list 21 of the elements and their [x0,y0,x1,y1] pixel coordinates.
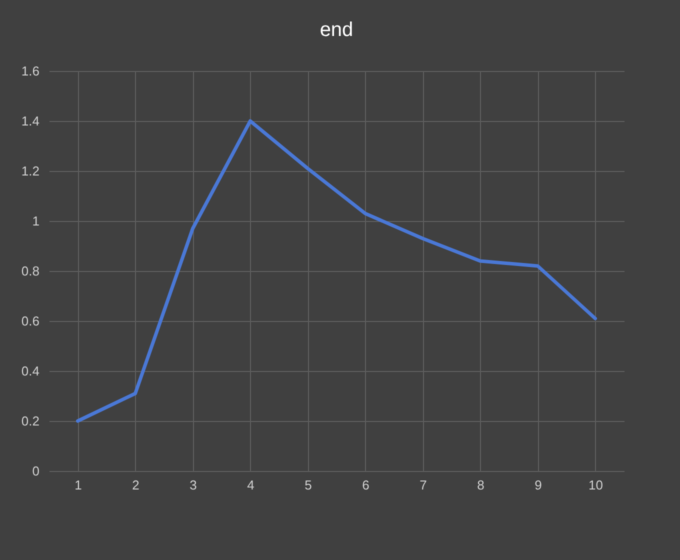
chart-title: end [320,19,354,41]
y-tick-label: 1 [32,214,40,228]
line-series [76,119,597,423]
y-tick-label: 1.6 [21,64,40,78]
x-tick-label: 9 [534,478,542,492]
y-tick-label: 0 [32,464,40,478]
x-tick-label: 10 [588,478,603,492]
y-tick-label: 1.4 [21,114,40,128]
y-tick-label: 0.2 [21,414,40,428]
x-tick-label: 8 [477,478,484,492]
y-tick-label: 0.6 [21,314,40,328]
x-tick-label: 2 [132,478,140,492]
x-tick-label: 6 [362,478,370,492]
x-tick-label: 5 [304,478,312,492]
y-tick-label: 0.4 [21,364,40,378]
x-tick-label: 7 [420,478,427,492]
x-tick-label: 3 [190,478,197,492]
x-tick-label: 1 [74,478,82,492]
x-tick-label: 4 [247,478,254,492]
y-tick-label: 1.2 [21,164,40,178]
y-tick-label: 0.8 [21,264,40,278]
